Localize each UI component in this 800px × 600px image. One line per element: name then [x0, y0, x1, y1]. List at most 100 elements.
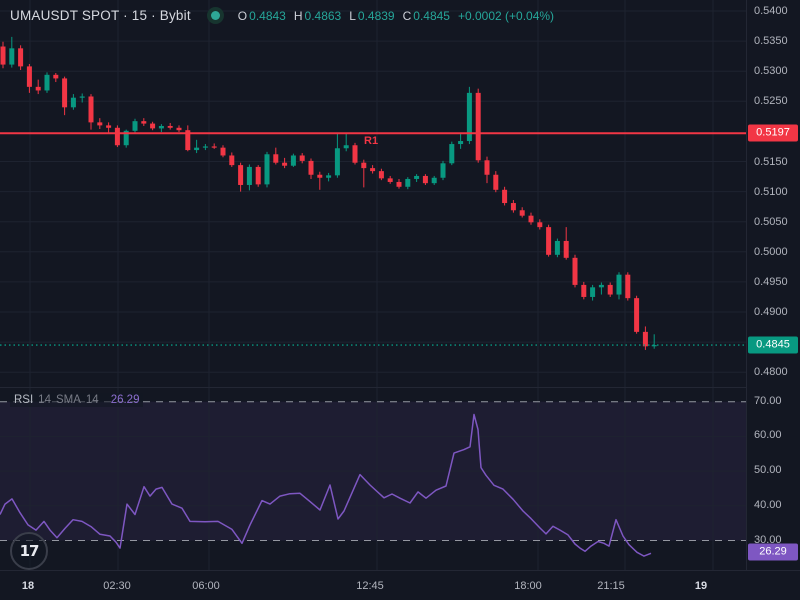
- price-axis-label: 0.5300: [754, 65, 788, 78]
- rsi-sma-length: 14: [85, 394, 99, 406]
- rsi-axis-label: 60.00: [754, 429, 782, 442]
- candle-body: [18, 48, 24, 67]
- candle-body: [176, 127, 182, 131]
- close-label: C: [402, 8, 412, 23]
- candle-body: [590, 287, 596, 297]
- rsi-value-badge: 26.29: [748, 543, 798, 561]
- candle-body: [53, 74, 59, 79]
- candle-body: [352, 145, 358, 163]
- time-axis[interactable]: 18 02:30 06:00 12:45 18:00 21:15 19: [0, 570, 800, 600]
- time-axis-label: 06:00: [192, 580, 220, 592]
- candle-body: [475, 92, 481, 161]
- candle-body: [202, 146, 208, 148]
- candle-body: [97, 122, 103, 126]
- candle-body: [546, 227, 552, 255]
- candle-body: [9, 48, 15, 65]
- candle-body: [563, 240, 569, 258]
- rsi-axis-label: 40.00: [754, 498, 782, 511]
- candle-body: [70, 97, 76, 108]
- rsi-axis-label: 70.00: [754, 394, 782, 407]
- rsi-pane[interactable]: [0, 387, 746, 570]
- low-value: 0.4839: [357, 8, 395, 23]
- candle-body: [238, 165, 244, 185]
- r1-level-label: R1: [364, 135, 379, 148]
- candle-body: [370, 168, 376, 172]
- change-value: +0.0002 (+0.04%): [457, 8, 555, 23]
- candle-body: [317, 174, 323, 178]
- price-axis-label: 0.5000: [754, 245, 788, 258]
- low-label: L: [349, 8, 356, 23]
- rsi-current-value: 26.29: [110, 394, 140, 406]
- candle-body: [273, 154, 279, 163]
- candle-body: [211, 146, 217, 148]
- candle-body: [220, 147, 226, 156]
- candle-body: [634, 298, 640, 332]
- candle-body: [458, 141, 464, 145]
- price-axis-label: 0.4900: [754, 306, 788, 318]
- tradingview-logo[interactable]: 17: [10, 532, 48, 570]
- time-axis-label: 19: [694, 580, 708, 592]
- candle-body: [106, 125, 112, 128]
- price-axis-label: 0.5050: [754, 215, 788, 228]
- resistance-price-badge: 0.5197: [748, 124, 798, 142]
- close-value: 0.4845: [413, 8, 450, 23]
- candle-body: [510, 203, 516, 211]
- chart-legend: UMAUSDT SPOT · 15 · Bybit O 0.4843 H 0.4…: [10, 7, 554, 24]
- tradingview-logo-glyph: 17: [19, 542, 40, 560]
- candle-body: [519, 210, 525, 216]
- candle-body: [466, 92, 472, 142]
- rsi-chart[interactable]: [0, 388, 746, 570]
- candle-body: [414, 175, 420, 179]
- candle-body: [167, 125, 173, 128]
- candle-body: [502, 189, 508, 204]
- rsi-axis-label: 50.00: [754, 464, 782, 477]
- candle-body: [440, 163, 446, 178]
- candle-body: [88, 96, 94, 123]
- candle-body: [405, 178, 411, 187]
- time-axis-label: 18: [21, 580, 35, 592]
- candle-body: [598, 284, 604, 288]
- candle-body: [264, 154, 270, 185]
- symbol-title[interactable]: UMAUSDT SPOT · 15 · Bybit: [10, 8, 191, 23]
- candle-body: [290, 155, 296, 166]
- candle-body: [334, 148, 340, 176]
- rsi-length: 14: [38, 394, 51, 406]
- candle-body: [299, 155, 305, 161]
- candle-body: [642, 331, 648, 347]
- rsi-name: RSI: [14, 394, 34, 406]
- rsi-legend[interactable]: RSI 14 SMA 14 26.29: [10, 393, 144, 407]
- price-axis-label: 0.5250: [754, 95, 788, 108]
- candle-body: [114, 127, 120, 146]
- price-axis-label: 0.4950: [754, 275, 788, 288]
- price-axis[interactable]: 0.5400 0.5350 0.5300 0.5250 0.5150 0.5100 0.50…: [746, 0, 800, 570]
- candlestick-chart[interactable]: [0, 0, 746, 387]
- market-status-icon[interactable]: [206, 7, 224, 24]
- price-axis-label: 0.5350: [754, 35, 788, 48]
- candle-body: [0, 46, 6, 65]
- candle-body: [62, 78, 68, 108]
- candle-body: [35, 86, 41, 91]
- candle-body: [396, 181, 402, 187]
- candle-body: [431, 177, 437, 184]
- candle-body: [537, 222, 543, 228]
- ohlc-readout: O 0.4843 H 0.4863 L 0.4839 C 0.4845 +0.0…: [238, 9, 554, 23]
- time-axis-label: 21:15: [597, 580, 625, 592]
- candle-body: [255, 166, 261, 185]
- candle-body: [150, 123, 156, 129]
- candle-body: [132, 121, 138, 131]
- price-pane[interactable]: R1: [0, 0, 746, 387]
- candle-body: [26, 66, 32, 87]
- price-axis-label: 0.5150: [754, 155, 788, 168]
- price-axis-label: 0.5100: [754, 185, 788, 198]
- high-label: H: [293, 8, 303, 23]
- candle-body: [493, 174, 499, 190]
- candle-body: [387, 178, 393, 182]
- price-axis-label: 0.4800: [754, 366, 788, 379]
- status-dot-icon: [210, 11, 220, 20]
- candle-body: [246, 166, 252, 185]
- last-price-badge: 0.4845: [748, 336, 798, 354]
- candle-body: [185, 130, 191, 151]
- candle-body: [651, 345, 657, 347]
- candle-body: [581, 284, 587, 297]
